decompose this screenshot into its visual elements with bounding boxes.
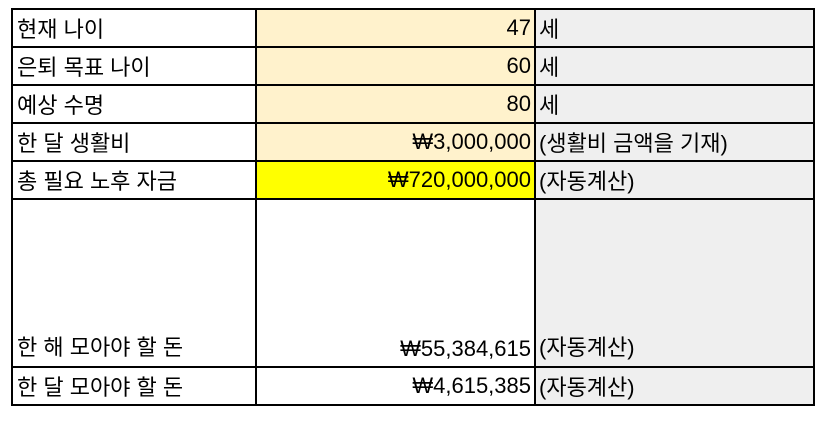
label-cell[interactable]: 한 해 모아야 할 돈 [11, 198, 257, 368]
note-cell[interactable]: (자동계산) [534, 160, 815, 200]
row-total-retirement-fund: 총 필요 노후 자금 ₩720,000,000 (자동계산) [11, 160, 815, 200]
note-cell[interactable]: (자동계산) [534, 366, 815, 406]
life-expectancy-input-cell[interactable]: 80 [255, 84, 536, 124]
note-cell[interactable]: (생활비 금액을 기재) [534, 122, 815, 162]
label-cell[interactable]: 총 필요 노후 자금 [11, 160, 257, 200]
row-retirement-age: 은퇴 목표 나이 60 세 [11, 46, 815, 86]
label-cell[interactable]: 예상 수명 [11, 84, 257, 124]
label-cell[interactable]: 한 달 생활비 [11, 122, 257, 162]
row-life-expectancy: 예상 수명 80 세 [11, 84, 815, 124]
note-cell[interactable]: (자동계산) [534, 198, 815, 368]
unit-cell[interactable]: 세 [534, 46, 815, 86]
label-cell[interactable]: 현재 나이 [11, 8, 257, 48]
current-age-input-cell[interactable]: 47 [255, 8, 536, 48]
row-monthly-saving: 한 달 모아야 할 돈 ₩4,615,385 (자동계산) [11, 366, 815, 406]
total-fund-cell[interactable]: ₩720,000,000 [255, 160, 536, 200]
monthly-saving-cell[interactable]: ₩4,615,385 [255, 366, 536, 406]
row-monthly-expense: 한 달 생활비 ₩3,000,000 (생활비 금액을 기재) [11, 122, 815, 162]
unit-cell[interactable]: 세 [534, 8, 815, 48]
label-cell[interactable]: 은퇴 목표 나이 [11, 46, 257, 86]
row-yearly-saving: 한 해 모아야 할 돈 ₩55,384,615 (자동계산) [11, 198, 815, 368]
yearly-saving-cell[interactable]: ₩55,384,615 [255, 198, 536, 368]
retirement-calculator-sheet: 현재 나이 47 세 은퇴 목표 나이 60 세 예상 수명 80 세 한 달 … [11, 8, 815, 406]
monthly-expense-input-cell[interactable]: ₩3,000,000 [255, 122, 536, 162]
label-cell[interactable]: 한 달 모아야 할 돈 [11, 366, 257, 406]
retirement-age-input-cell[interactable]: 60 [255, 46, 536, 86]
unit-cell[interactable]: 세 [534, 84, 815, 124]
row-current-age: 현재 나이 47 세 [11, 8, 815, 48]
